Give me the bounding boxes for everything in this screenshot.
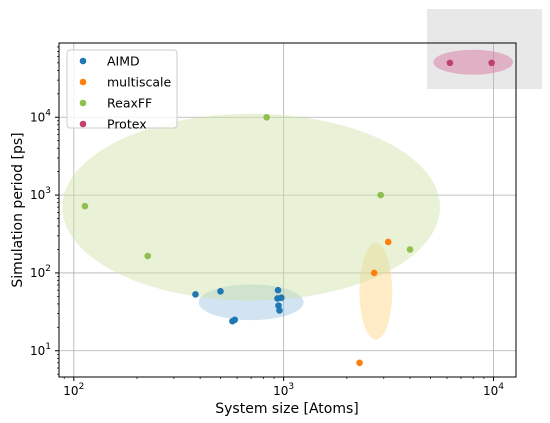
point-aimd <box>192 291 199 298</box>
region-protex <box>433 49 514 75</box>
point-protex <box>446 59 454 67</box>
point-multiscale <box>356 359 363 367</box>
y-axis-ticks: 101 102 103 104 <box>30 46 59 375</box>
point-reaxff <box>81 202 89 210</box>
legend-label-aimd: AIMD <box>107 54 140 69</box>
y-tick-label: 103 <box>30 186 51 202</box>
legend-marker-aimd <box>79 57 87 65</box>
legend: AIMD multiscale ReaxFF Protex <box>66 49 178 132</box>
point-multiscale <box>384 238 392 246</box>
point-aimd <box>276 307 283 314</box>
legend-box <box>66 49 178 129</box>
region-reaxff <box>62 113 441 301</box>
point-aimd <box>274 286 282 294</box>
y-tick-label: 104 <box>30 108 51 124</box>
point-reaxff <box>377 191 384 199</box>
cluster-regions <box>62 49 514 340</box>
y-axis-title: Simulation period [ps] <box>10 132 26 287</box>
legend-marker-reaxff <box>79 99 87 107</box>
point-aimd <box>231 316 239 324</box>
x-axis-title: System size [Atoms] <box>215 401 359 417</box>
y-tick-label: 102 <box>30 264 51 280</box>
y-tick-label: 101 <box>30 342 51 358</box>
point-protex <box>488 59 495 67</box>
point-reaxff <box>263 113 270 121</box>
point-multiscale <box>370 269 378 277</box>
highlight-box <box>427 9 542 89</box>
legend-label-multiscale: multiscale <box>107 75 171 90</box>
point-aimd <box>278 294 285 302</box>
point-aimd <box>217 288 224 295</box>
x-axis-ticks: 102 103 104 <box>63 377 504 398</box>
x-tick-label: 104 <box>483 382 504 398</box>
legend-label-reaxff: ReaxFF <box>107 96 152 111</box>
region-multiscale <box>359 243 393 340</box>
point-reaxff <box>144 252 152 260</box>
legend-marker-protex <box>79 120 87 128</box>
legend-label-protex: Protex <box>107 117 147 132</box>
x-tick-label: 102 <box>63 382 84 398</box>
legend-marker-multiscale <box>79 78 87 86</box>
data-points <box>81 59 495 367</box>
point-reaxff <box>406 246 414 253</box>
x-tick-label: 103 <box>273 382 294 398</box>
plot-frame <box>58 42 517 378</box>
